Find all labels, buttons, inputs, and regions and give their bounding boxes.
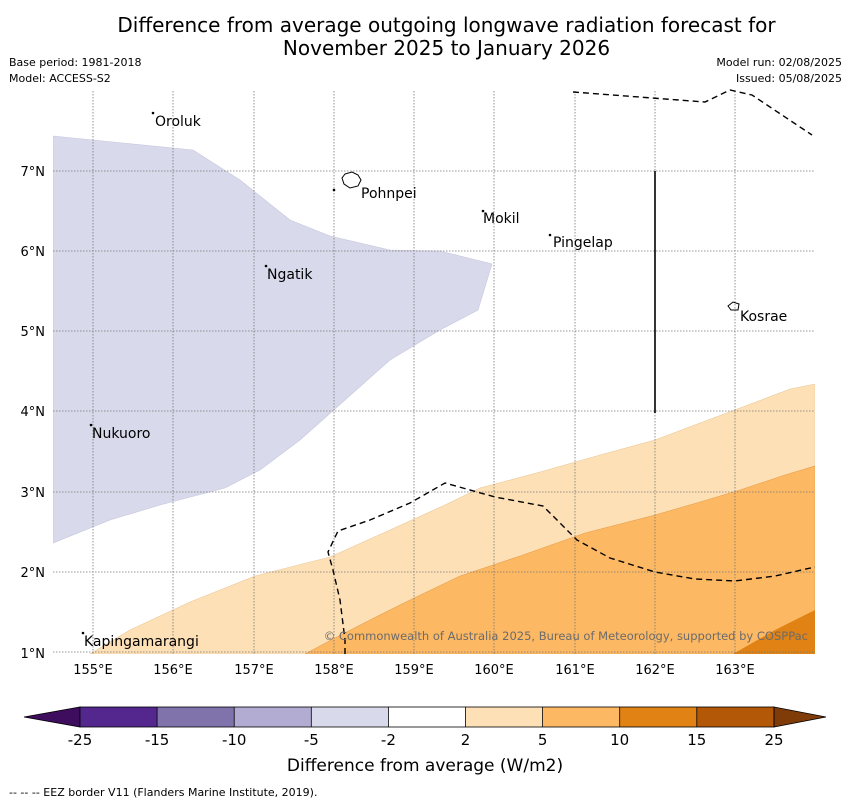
island-label-pohnpei: Pohnpei — [361, 186, 417, 202]
gridlines — [53, 91, 815, 654]
colorbar-swatch — [619, 707, 697, 727]
lon-label: 162°E — [635, 663, 675, 678]
lat-axis-labels: 7°N 6°N 5°N 4°N 3°N 2°N 1°N — [21, 165, 46, 662]
lon-label: 157°E — [234, 663, 274, 678]
island-label-ngatik: Ngatik — [267, 267, 313, 283]
colorbar-swatch — [234, 707, 312, 727]
colorbar-label: -5 — [304, 731, 319, 749]
lat-label: 4°N — [21, 405, 46, 420]
issued-date: Issued: 05/08/2025 — [735, 72, 842, 85]
island-label-nukuoro: Nukuoro — [92, 426, 150, 442]
colorbar — [23, 706, 827, 728]
island-label-mokil: Mokil — [483, 211, 520, 227]
lat-label: 3°N — [21, 486, 46, 501]
anomaly-region-pos-10 — [733, 610, 815, 654]
title-line-1: Difference from average outgoing longwav… — [117, 13, 776, 37]
island-label-kosrae: Kosrae — [740, 309, 787, 325]
colorbar-swatch — [388, 707, 466, 727]
colorbar-label: 15 — [687, 731, 706, 749]
model-name: Model: ACCESS-S2 — [9, 72, 111, 85]
colorbar-swatch — [80, 707, 158, 727]
model-run: Model run: 02/08/2025 — [716, 56, 842, 69]
kosrae-island-shape — [727, 301, 740, 311]
title-line-2: November 2025 to January 2026 — [282, 36, 611, 60]
colorbar-label: -10 — [222, 731, 247, 749]
lon-label: 155°E — [73, 663, 113, 678]
lon-label: 163°E — [715, 663, 755, 678]
island-label-oroluk: Oroluk — [155, 114, 202, 130]
colorbar-swatch — [311, 707, 389, 727]
meta-right: Model run: 02/08/2025 Issued: 05/08/2025 — [716, 55, 842, 87]
lon-label: 160°E — [474, 663, 514, 678]
anomaly-region-pos-5 — [304, 465, 815, 654]
colorbar-swatch — [157, 707, 235, 727]
eez-borders — [327, 89, 816, 654]
colorbar-swatch — [465, 707, 543, 727]
colorbar-label: -15 — [145, 731, 170, 749]
lon-axis-labels: 155°E 156°E 157°E 158°E 159°E 160°E 161°… — [73, 663, 755, 678]
pohnpei-island-shape — [341, 171, 362, 189]
anomaly-region-neg-5 — [53, 135, 493, 544]
colorbar-label: 5 — [538, 731, 548, 749]
colorbar-labels: -25 -15 -10 -5 -2 2 5 10 15 25 — [68, 731, 784, 749]
colorbar-label: -25 — [68, 731, 93, 749]
map-plot-area — [53, 135, 815, 654]
island-label-pingelap: Pingelap — [553, 235, 613, 251]
colorbar-swatch — [696, 707, 774, 727]
lat-label: 7°N — [21, 165, 46, 180]
colorbar-extend-high — [773, 706, 827, 728]
colorbar-label: -2 — [381, 731, 396, 749]
lon-label: 161°E — [555, 663, 595, 678]
colorbar-swatch — [542, 707, 620, 727]
lat-label: 5°N — [21, 325, 46, 340]
colorbar-extend-low — [23, 706, 81, 728]
lat-label: 1°N — [21, 647, 46, 662]
lat-label: 6°N — [21, 245, 46, 260]
colorbar-label: 10 — [610, 731, 629, 749]
lon-label: 156°E — [153, 663, 193, 678]
lat-label: 2°N — [21, 566, 46, 581]
eez-footnote: -- -- -- EEZ border V11 (Flanders Marine… — [9, 786, 318, 799]
island-shapes — [81, 111, 740, 635]
base-period: Base period: 1981-2018 — [9, 56, 142, 69]
lon-label: 159°E — [394, 663, 434, 678]
island-label-kapingamarangi: Kapingamarangi — [84, 634, 199, 650]
lon-label: 158°E — [314, 663, 354, 678]
meta-left: Base period: 1981-2018 Model: ACCESS-S2 — [9, 55, 141, 87]
copyright-text: © Commonwealth of Australia 2025, Bureau… — [324, 629, 808, 643]
colorbar-label: 25 — [764, 731, 783, 749]
colorbar-title: Difference from average (W/m2) — [286, 756, 564, 776]
colorbar-label: 2 — [461, 731, 471, 749]
map-title: Difference from average outgoing longwav… — [0, 14, 850, 60]
